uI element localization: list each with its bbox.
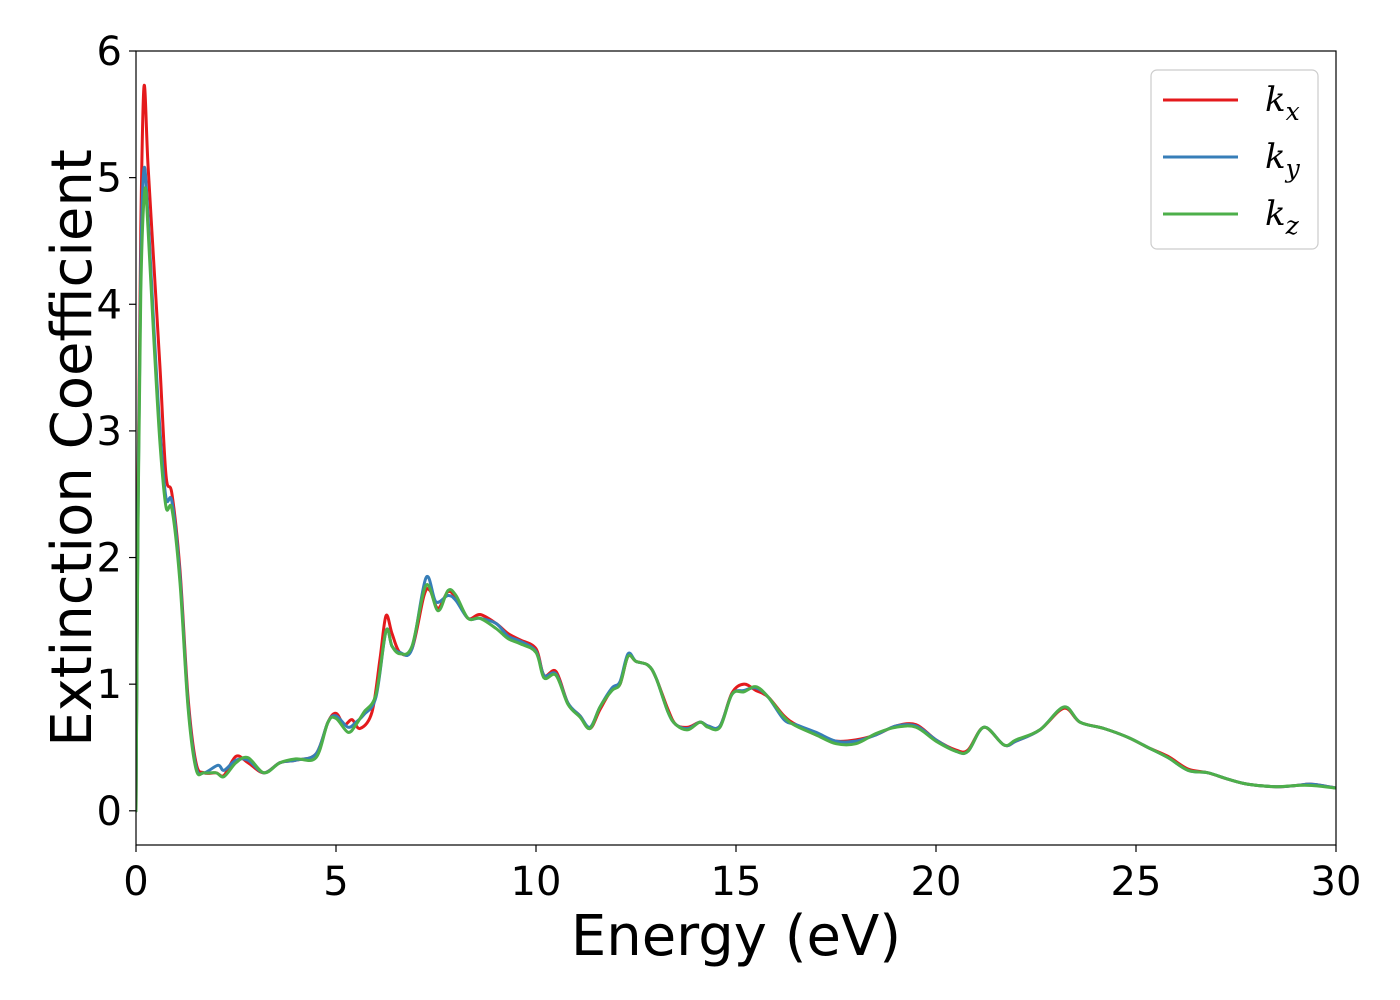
y-tick-label: 2 (97, 536, 122, 582)
y-axis-ticks: 0 1 2 3 4 5 6 (97, 29, 136, 835)
series-line-kz (136, 186, 1336, 813)
y-axis-title: Extinction Coefficient (40, 149, 105, 747)
x-tick-label: 0 (123, 859, 148, 905)
legend-label-kx: kx (1265, 80, 1300, 126)
x-axis-ticks: 0 5 10 15 20 25 30 (123, 845, 1361, 905)
legend-label-ky: ky (1265, 137, 1301, 183)
x-tick-label: 20 (911, 859, 962, 905)
x-tick-label: 5 (323, 859, 348, 905)
y-tick-label: 5 (97, 156, 122, 202)
y-tick-label: 0 (97, 789, 122, 835)
x-tick-label: 10 (511, 859, 562, 905)
x-tick-label: 25 (1111, 859, 1162, 905)
series-layer (136, 83, 1336, 813)
x-tick-label: 30 (1311, 859, 1362, 905)
x-tick-label: 15 (711, 859, 762, 905)
legend: kx ky kz (1150, 69, 1319, 250)
legend-label-kz: kz (1265, 194, 1300, 240)
y-tick-label: 1 (97, 662, 122, 708)
y-tick-label: 4 (97, 282, 122, 328)
x-axis-title: Energy (eV) (571, 904, 901, 969)
y-tick-label: 6 (97, 29, 122, 75)
legend-box (1150, 69, 1319, 250)
y-tick-label: 3 (97, 409, 122, 455)
